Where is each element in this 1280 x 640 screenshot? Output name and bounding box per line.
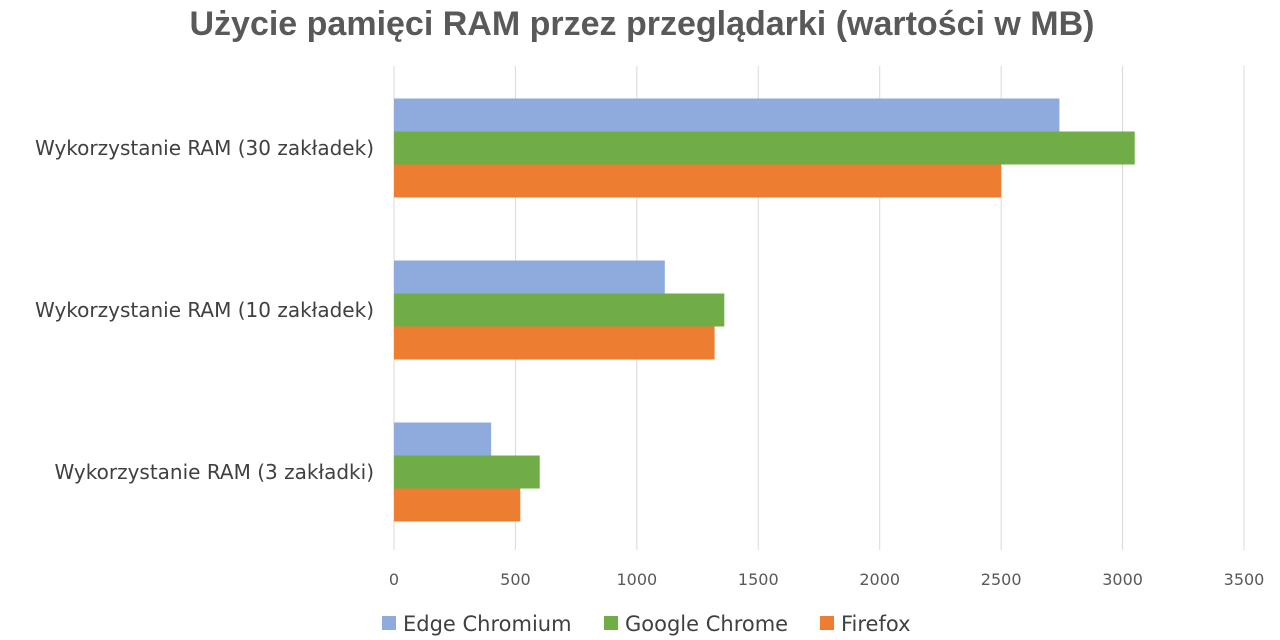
- x-tick-label: 1500: [738, 570, 779, 589]
- x-tick-label: 3000: [1102, 570, 1143, 589]
- legend-swatch: [604, 616, 618, 630]
- bar: [394, 293, 725, 327]
- x-tick-label: 1000: [616, 570, 657, 589]
- legend-label: Edge Chromium: [403, 612, 572, 636]
- legend-swatch: [820, 616, 834, 630]
- bar: [394, 98, 1060, 132]
- bars: [394, 98, 1135, 522]
- x-tick-label: 2000: [859, 570, 900, 589]
- legend-swatch: [382, 616, 396, 630]
- x-tick-label: 0: [389, 570, 399, 589]
- x-tick-label: 500: [500, 570, 531, 589]
- category-label: Wykorzystanie RAM (30 zakładek): [35, 136, 374, 160]
- bar: [394, 260, 665, 294]
- bar: [394, 488, 521, 522]
- bar: [394, 422, 492, 456]
- legend: Edge Chromium Google Chrome Firefox: [382, 612, 911, 636]
- category-label: Wykorzystanie RAM (10 zakładek): [35, 298, 374, 322]
- x-tick-label: 2500: [981, 570, 1022, 589]
- bar: [394, 455, 540, 489]
- category-labels: Wykorzystanie RAM (30 zakładek) Wykorzyst…: [35, 136, 374, 484]
- x-tick-label: 3500: [1224, 570, 1265, 589]
- bar: [394, 164, 1002, 198]
- category-label: Wykorzystanie RAM (3 zakładki): [54, 460, 374, 484]
- bar: [394, 131, 1135, 165]
- legend-label: Google Chrome: [625, 612, 788, 636]
- bar: [394, 326, 715, 360]
- legend-label: Firefox: [841, 612, 911, 636]
- chart-title: Użycie pamięci RAM przez przeglądarki (w…: [189, 5, 1094, 43]
- x-tick-labels: 0 500 1000 1500 2000 2500 3000 3500: [389, 570, 1264, 589]
